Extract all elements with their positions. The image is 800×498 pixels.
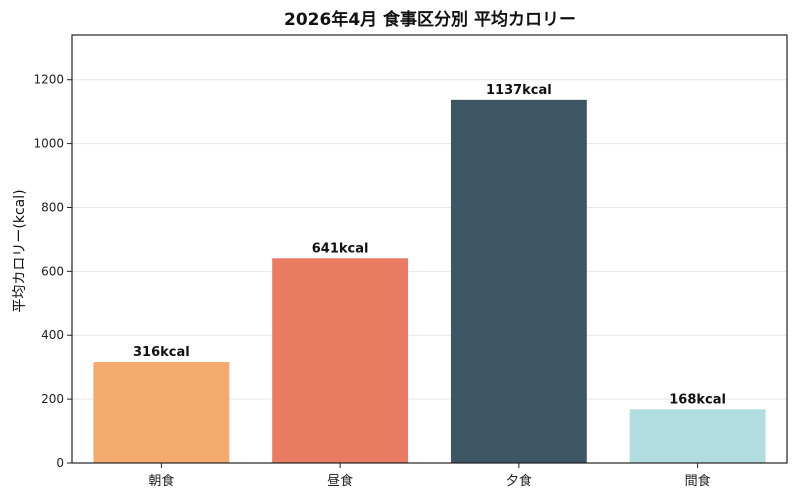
labels: 0 200 400 600 800 1000 1200 316kcal 朝食 641kcal 昼食 1…	[33, 73, 726, 489]
bar-3	[450, 99, 587, 463]
chart-title: 2026年4月 食事区分別 平均カロリー	[284, 9, 576, 30]
bars	[93, 99, 766, 463]
bar-4	[629, 409, 766, 463]
bar-2	[272, 258, 409, 463]
bar-1	[93, 362, 230, 463]
x-tick-label: 間食	[685, 473, 711, 489]
y-tick-label: 1000	[33, 137, 64, 151]
plot-frame	[71, 34, 788, 464]
y-axis-label: 平均カロリー(kcal)	[12, 189, 28, 312]
y-tick-label: 200	[41, 392, 64, 406]
y-tick-label: 600	[41, 264, 64, 278]
data-label: 641kcal	[312, 241, 369, 256]
x-tick-label: 朝食	[148, 473, 174, 489]
gridlines	[72, 79, 787, 400]
x-tick-label: 昼食	[327, 473, 353, 489]
y-tick-label: 0	[56, 456, 64, 470]
x-tick-label: 夕食	[506, 473, 532, 489]
y-tick-label: 400	[41, 328, 64, 342]
data-label: 168kcal	[669, 392, 726, 407]
axes	[67, 34, 788, 468]
data-label: 316kcal	[133, 345, 190, 360]
y-tick-label: 800	[41, 200, 64, 214]
data-label: 1137kcal	[486, 83, 552, 98]
y-tick-label: 1200	[33, 73, 64, 87]
